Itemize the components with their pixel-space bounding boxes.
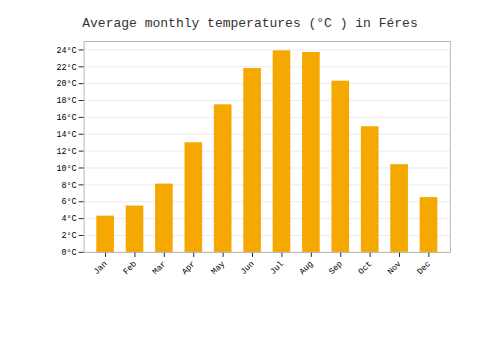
svg-text:6°C: 6°C — [61, 197, 76, 207]
svg-text:Jan: Jan — [92, 259, 110, 277]
svg-text:Apr: Apr — [180, 259, 198, 277]
svg-text:8°C: 8°C — [61, 181, 76, 191]
svg-text:May: May — [209, 259, 227, 277]
svg-text:24°C: 24°C — [56, 46, 76, 56]
svg-text:Jun: Jun — [239, 259, 257, 277]
svg-text:4°C: 4°C — [61, 214, 76, 224]
svg-text:Oct: Oct — [356, 259, 374, 277]
svg-text:Mar: Mar — [151, 259, 169, 277]
html-text:Average monthly temperatures (: Average monthly temperatures (°C ) in Fé… — [82, 16, 418, 31]
svg-text:2°C: 2°C — [61, 231, 76, 241]
svg-text:14°C: 14°C — [56, 130, 76, 140]
svg-text:18°C: 18°C — [56, 96, 76, 106]
svg-text:Aug: Aug — [298, 259, 316, 277]
svg-text:Nov: Nov — [386, 259, 404, 277]
svg-text:16°C: 16°C — [56, 113, 76, 123]
svg-text:Sep: Sep — [327, 259, 345, 277]
svg-text:10°C: 10°C — [56, 164, 76, 174]
svg-text:0°C: 0°C — [61, 248, 76, 258]
svg-text:12°C: 12°C — [56, 147, 76, 157]
svg-text:Feb: Feb — [121, 259, 139, 277]
svg-text:22°C: 22°C — [56, 62, 76, 72]
svg-text:20°C: 20°C — [56, 79, 76, 89]
svg-text:Jul: Jul — [268, 259, 286, 277]
svg-text:Dec: Dec — [415, 259, 433, 277]
